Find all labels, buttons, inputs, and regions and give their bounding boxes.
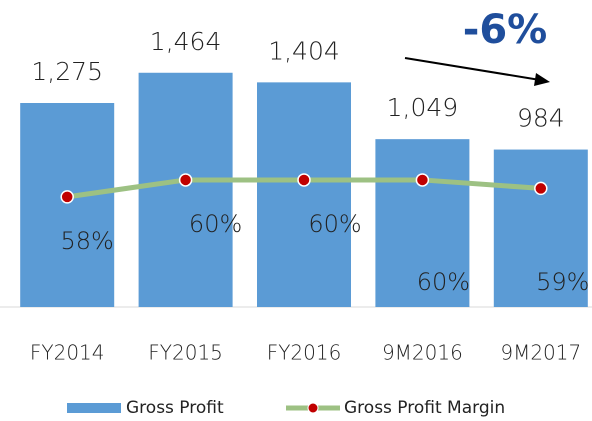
arrow [404, 57, 541, 81]
bar [138, 72, 233, 307]
line-value-label: 58% [61, 227, 114, 255]
legend-label: Gross Profit [126, 398, 224, 418]
bar-value-label: 1,404 [268, 36, 340, 65]
x-tick-label: FY2015 [148, 341, 223, 365]
bar [20, 103, 115, 307]
legend-swatch [67, 403, 121, 413]
line-marker [178, 173, 193, 187]
legend-label: Gross Profit Margin [344, 398, 505, 418]
line-value-label: 59% [536, 268, 589, 296]
line-value-label: 60% [417, 268, 470, 296]
bar-value-label: 1,275 [31, 57, 103, 86]
x-tick-label: FY2016 [267, 341, 342, 365]
annotation: -6% [463, 7, 548, 53]
bar [257, 82, 351, 307]
bar [375, 139, 470, 307]
line-value-label: 60% [189, 210, 242, 238]
arrow-head [534, 73, 550, 86]
bar-value-label: 1,464 [150, 27, 222, 56]
x-tick-label: 9M2017 [500, 341, 581, 365]
line-marker [415, 173, 430, 187]
line-value-label: 60% [308, 210, 361, 238]
line-marker [60, 190, 74, 204]
bar [493, 149, 588, 307]
line-marker [534, 181, 548, 196]
bar-value-label: 1,049 [387, 93, 459, 122]
line-marker [297, 173, 311, 187]
x-tick-label: FY2014 [30, 341, 105, 365]
legend-marker [307, 402, 319, 414]
x-tick-label: 9M2016 [382, 341, 463, 365]
bar-value-label: 984 [517, 104, 565, 133]
